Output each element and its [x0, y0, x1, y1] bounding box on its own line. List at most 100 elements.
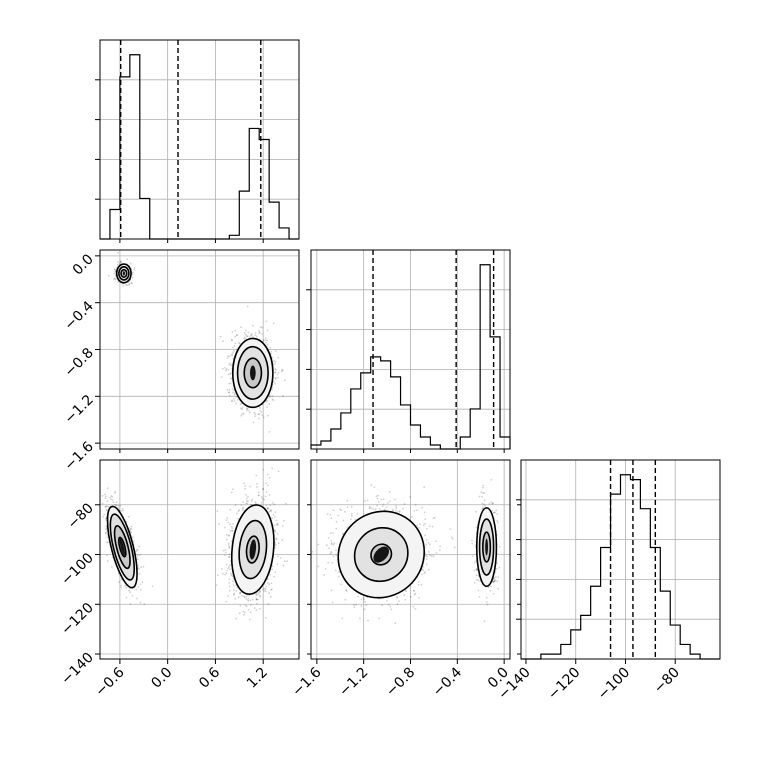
sample-point: [383, 508, 386, 511]
sample-point: [105, 525, 108, 527]
sample-point: [255, 598, 258, 600]
panel-frame: [520, 459, 721, 660]
sample-point: [255, 593, 257, 596]
sample-point: [426, 555, 428, 558]
sample-point: [416, 524, 419, 527]
sample-point: [243, 611, 246, 614]
sample-point: [274, 530, 277, 533]
sample-point: [246, 408, 249, 410]
sample-point: [268, 431, 271, 433]
sample-point: [376, 497, 379, 500]
sample-point: [224, 549, 227, 551]
sample-point: [236, 398, 239, 401]
sample-point: [247, 500, 249, 502]
sample-point: [104, 495, 107, 498]
sample-point: [266, 582, 269, 584]
sample-point: [274, 360, 277, 363]
sample-point: [274, 376, 277, 379]
sample-point: [238, 341, 240, 344]
sample-point: [273, 359, 276, 362]
histogram-step: [310, 264, 511, 450]
sample-point: [245, 595, 248, 598]
sample-point: [270, 588, 272, 591]
sample-point: [228, 556, 230, 559]
sample-point: [382, 503, 385, 505]
sample-point: [330, 551, 333, 554]
sample-point: [273, 524, 276, 527]
sample-point: [126, 258, 129, 261]
sample-point: [277, 542, 280, 545]
sample-point: [273, 529, 276, 532]
sample-point: [228, 547, 231, 549]
sample-point: [224, 526, 226, 529]
sample-point: [234, 597, 237, 600]
sample-point: [271, 386, 274, 389]
sample-point: [128, 284, 130, 286]
contour-line: [243, 357, 263, 389]
sample-point: [395, 507, 398, 509]
sample-point: [217, 574, 219, 577]
sample-point: [273, 503, 276, 506]
sample-point: [257, 329, 260, 332]
sample-point: [285, 502, 287, 505]
contour-line: [238, 519, 268, 580]
sample-point: [235, 512, 238, 515]
sample-point: [129, 603, 132, 606]
sample-point: [251, 598, 254, 601]
sample-point: [228, 555, 231, 558]
sample-point: [378, 617, 380, 620]
sample-point: [243, 337, 246, 340]
sample-point: [263, 498, 266, 501]
sample-point: [249, 334, 252, 337]
sample-point: [228, 363, 231, 366]
sample-point: [262, 416, 265, 419]
sample-point: [245, 598, 248, 601]
sample-point: [332, 555, 335, 558]
panel-content: [100, 467, 289, 621]
sample-point: [115, 504, 117, 507]
sample-point: [101, 502, 104, 505]
sample-point: [264, 588, 267, 591]
sample-point: [135, 588, 138, 591]
sample-point: [344, 510, 346, 513]
sample-point: [414, 503, 417, 506]
sample-point: [241, 413, 244, 416]
sample-point: [270, 510, 272, 513]
sample-point: [258, 331, 261, 334]
sample-point: [257, 494, 260, 497]
sample-point: [261, 326, 263, 329]
contour-line: [245, 535, 260, 564]
sample-point: [120, 509, 122, 512]
sample-point: [216, 510, 219, 512]
histogram-panel: [306, 249, 511, 450]
sample-point: [326, 513, 329, 515]
sample-point: [398, 510, 401, 513]
contour-line: [236, 345, 269, 400]
sample-point: [119, 261, 122, 263]
sample-point: [272, 399, 275, 401]
sample-point: [113, 272, 116, 275]
density-peak: [119, 538, 125, 556]
sample-point: [121, 508, 124, 510]
sample-point: [233, 345, 236, 347]
sample-point: [257, 491, 260, 493]
sample-point: [266, 406, 268, 408]
sample-point: [127, 515, 130, 518]
sample-point: [274, 544, 277, 546]
sample-point: [133, 268, 136, 271]
sample-point: [265, 341, 267, 344]
sample-point: [223, 554, 226, 557]
sample-point: [432, 555, 435, 557]
sample-point: [243, 595, 246, 598]
sample-point: [243, 332, 246, 334]
sample-point: [114, 490, 117, 493]
sample-point: [260, 411, 263, 413]
sample-point: [136, 554, 139, 557]
sample-point: [139, 554, 141, 557]
sample-point: [274, 363, 276, 365]
sample-point: [238, 612, 241, 615]
sample-point: [244, 604, 247, 607]
sample-point: [424, 571, 426, 573]
sample-point: [240, 414, 243, 417]
